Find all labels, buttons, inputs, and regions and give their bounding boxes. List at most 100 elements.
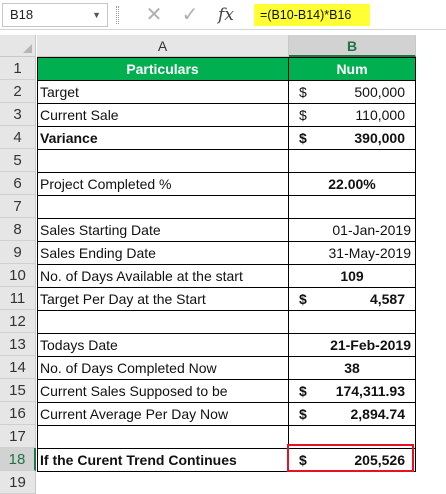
- cell-b[interactable]: Num: [289, 58, 415, 80]
- fx-icon[interactable]: fx: [218, 5, 234, 25]
- cell-border: [37, 57, 38, 472]
- cell-b[interactable]: 01-Jan-2019: [332, 222, 411, 238]
- cell-b[interactable]: $2,894.74: [289, 403, 415, 425]
- cell-b[interactable]: $110,000: [289, 104, 415, 126]
- cell-border: [37, 80, 416, 81]
- cell-a[interactable]: Sales Starting Date: [40, 222, 161, 238]
- row-header[interactable]: 10: [0, 264, 36, 287]
- currency-symbol: $: [299, 84, 307, 100]
- currency-symbol: $: [299, 406, 307, 422]
- cell-border: [37, 471, 416, 472]
- cell-border: [37, 333, 416, 334]
- currency-symbol: $: [299, 383, 307, 399]
- row-header[interactable]: 3: [0, 103, 36, 126]
- cell-b[interactable]: 22.00%: [328, 176, 376, 192]
- cell-border: [37, 356, 416, 357]
- cell-a[interactable]: Target Per Day at the Start: [40, 291, 206, 307]
- cell-border: [288, 57, 289, 472]
- chevron-down-icon[interactable]: ▼: [92, 10, 101, 20]
- cell-value: 390,000: [354, 130, 405, 146]
- cell-a[interactable]: Project Completed %: [40, 176, 172, 192]
- cell-b[interactable]: $4,587: [289, 288, 415, 310]
- cell-b[interactable]: 21-Feb-2019: [330, 337, 411, 353]
- column-header-a[interactable]: A: [37, 35, 289, 57]
- x-icon[interactable]: ✕: [145, 4, 163, 26]
- cell-border: [37, 149, 416, 150]
- cell-border: [37, 103, 416, 104]
- row-header[interactable]: 8: [0, 218, 36, 241]
- cell-border: [415, 57, 416, 472]
- check-icon[interactable]: ✓: [181, 4, 199, 26]
- row-header[interactable]: 4: [0, 126, 36, 149]
- cell-a[interactable]: No. of Days Available at the start: [40, 268, 243, 284]
- row-header[interactable]: 7: [0, 195, 36, 218]
- cell-a[interactable]: Todays Date: [40, 337, 118, 353]
- cell-b[interactable]: [289, 150, 415, 172]
- cell-b[interactable]: [289, 196, 415, 218]
- row-header[interactable]: 14: [0, 356, 36, 379]
- selected-cell-border: [287, 444, 414, 472]
- row-header[interactable]: 12: [0, 310, 36, 333]
- cell-a[interactable]: Target: [40, 84, 79, 100]
- row-header[interactable]: 5: [0, 149, 36, 172]
- currency-symbol: $: [299, 107, 307, 123]
- cell-b[interactable]: 38: [344, 360, 360, 376]
- name-box[interactable]: B18 ▼: [2, 3, 108, 27]
- cell-a[interactable]: Current Sales Supposed to be: [40, 383, 228, 399]
- currency-symbol: $: [299, 452, 307, 468]
- cell-a[interactable]: Current Average Per Day Now: [40, 406, 229, 422]
- cell-border: [37, 172, 416, 173]
- cell-a[interactable]: Particulars: [37, 58, 288, 80]
- currency-symbol: $: [299, 291, 307, 307]
- cell-b[interactable]: $500,000: [289, 81, 415, 103]
- cell-a[interactable]: No. of Days Completed Now: [40, 360, 217, 376]
- row-header[interactable]: 1: [0, 57, 36, 80]
- cell-border: [37, 402, 416, 403]
- cell-border: [37, 241, 416, 242]
- cell-value: 110,000: [355, 107, 405, 123]
- cell-a[interactable]: Variance: [40, 130, 98, 146]
- cell-border: [37, 218, 416, 219]
- row-header[interactable]: 11: [0, 287, 36, 310]
- cell-a[interactable]: [37, 311, 288, 333]
- row-header[interactable]: 16: [0, 402, 36, 425]
- cell-a[interactable]: [37, 196, 288, 218]
- cell-b[interactable]: $390,000: [289, 127, 415, 149]
- cell-b[interactable]: $174,311.93: [289, 380, 415, 402]
- row-header[interactable]: 19: [0, 471, 36, 494]
- cell-border: [37, 310, 416, 311]
- row-header[interactable]: 17: [0, 425, 36, 448]
- row-header[interactable]: 13: [0, 333, 36, 356]
- cell-a[interactable]: [37, 426, 288, 448]
- cell-border: [37, 126, 416, 127]
- cell-a[interactable]: Sales Ending Date: [40, 245, 156, 261]
- cell-b[interactable]: 109: [340, 268, 364, 284]
- row-header[interactable]: 6: [0, 172, 36, 195]
- column-header-b[interactable]: B: [289, 35, 416, 57]
- cell-value: 205,526: [354, 452, 405, 468]
- cell-b[interactable]: 31-May-2019: [328, 245, 412, 261]
- row-header[interactable]: 18: [0, 448, 36, 471]
- cell-value: 174,311.93: [335, 383, 405, 399]
- cell-border: [37, 264, 416, 265]
- cell-border: [37, 195, 416, 196]
- formula-input[interactable]: =(B10-B14)*B16: [254, 4, 370, 26]
- currency-symbol: $: [299, 130, 307, 146]
- select-all-corner[interactable]: [0, 35, 36, 57]
- cell-a[interactable]: Current Sale: [40, 107, 119, 123]
- cell-b[interactable]: $205,526: [289, 449, 415, 471]
- row-header[interactable]: 15: [0, 379, 36, 402]
- cell-a[interactable]: [37, 150, 288, 172]
- cell-value: 2,894.74: [350, 406, 406, 422]
- formula-bar-separator: [116, 6, 119, 24]
- row-header[interactable]: 9: [0, 241, 36, 264]
- row-header[interactable]: 2: [0, 80, 36, 103]
- cell-value: 500,000: [354, 84, 405, 100]
- cell-border: [37, 287, 416, 288]
- cell-b[interactable]: [289, 311, 415, 333]
- cell-border: [37, 448, 416, 449]
- cell-a[interactable]: If the Curent Trend Continues: [40, 452, 237, 468]
- cell-border: [37, 425, 416, 426]
- cell-value: 4,587: [369, 291, 405, 307]
- name-box-value: B18: [10, 7, 34, 22]
